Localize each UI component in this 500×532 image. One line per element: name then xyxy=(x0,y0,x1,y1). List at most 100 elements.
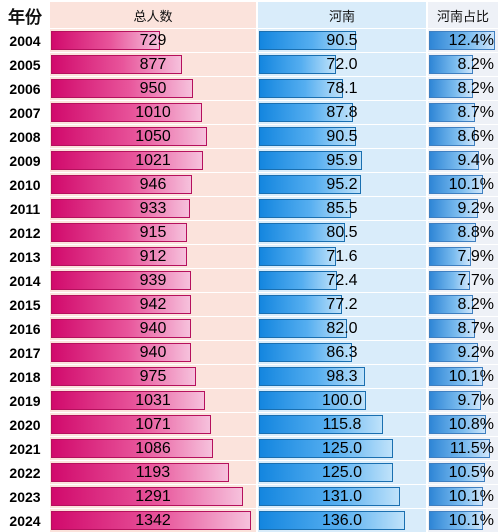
henan-label: 95.9 xyxy=(326,152,358,169)
year-cell: 2016 xyxy=(2,317,48,340)
henan-bar xyxy=(259,55,336,74)
share-label: 9.2% xyxy=(457,200,494,217)
henan-bar xyxy=(259,463,393,482)
share-label: 7.7% xyxy=(457,272,494,289)
share-label: 8.2% xyxy=(457,80,494,97)
henan-label: 80.5 xyxy=(326,224,358,241)
table-row: 2014 939 72.4 7.7% xyxy=(2,269,498,292)
table-row: 2024 1342 136.0 10.1% xyxy=(2,509,498,532)
total-bar xyxy=(51,127,207,146)
table-row: 2017 940 86.3 9.2% xyxy=(2,341,498,364)
henan-label: 125.0 xyxy=(321,464,363,481)
henan-bar xyxy=(259,271,337,290)
year-cell: 2023 xyxy=(2,485,48,508)
year-cell: 2020 xyxy=(2,413,48,436)
total-bar xyxy=(51,343,191,362)
total-label: 1021 xyxy=(135,152,171,169)
henan-bar xyxy=(259,247,336,266)
henan-bar xyxy=(259,103,353,122)
henan-bar xyxy=(259,319,347,338)
year-cell: 2017 xyxy=(2,341,48,364)
total-bar xyxy=(51,247,187,266)
share-label: 8.7% xyxy=(457,320,494,337)
total-label: 877 xyxy=(139,56,167,73)
year-cell: 2014 xyxy=(2,269,48,292)
total-label: 1031 xyxy=(135,392,171,409)
table-row: 2018 975 98.3 10.1% xyxy=(2,365,498,388)
henan-label: 136.0 xyxy=(321,512,363,529)
share-label: 7.9% xyxy=(457,248,494,265)
share-bar xyxy=(429,463,485,482)
total-bar xyxy=(51,103,202,122)
henan-bar xyxy=(259,127,356,146)
share-bar xyxy=(429,223,476,242)
henan-label: 90.5 xyxy=(326,128,358,145)
total-label: 1342 xyxy=(135,512,171,529)
table-row: 2019 1031 100.0 9.7% xyxy=(2,389,498,412)
table-row: 2007 1010 87.8 8.7% xyxy=(2,101,498,124)
total-bar xyxy=(51,415,211,434)
share-bar xyxy=(429,319,475,338)
year-cell: 2004 xyxy=(2,29,48,52)
henan-label: 82.0 xyxy=(326,320,358,337)
table-row: 2009 1021 95.9 9.4% xyxy=(2,149,498,172)
total-bar xyxy=(51,295,191,314)
henan-label: 131.0 xyxy=(321,488,363,505)
year-cell: 2006 xyxy=(2,77,48,100)
total-label: 975 xyxy=(139,368,167,385)
year-cell: 2005 xyxy=(2,53,48,76)
share-bar xyxy=(429,391,481,410)
total-bar xyxy=(51,439,213,458)
henan-bar xyxy=(259,343,352,362)
total-label: 1071 xyxy=(135,416,171,433)
share-bar xyxy=(429,55,473,74)
share-label: 10.1% xyxy=(448,488,494,505)
header-total: 总人数 xyxy=(50,2,256,28)
share-bar xyxy=(429,79,473,98)
share-label: 9.7% xyxy=(457,392,494,409)
share-label: 10.1% xyxy=(448,512,494,529)
share-bar xyxy=(429,127,475,146)
share-label: 8.2% xyxy=(457,296,494,313)
header-year: 年份 xyxy=(2,2,48,28)
share-label: 10.1% xyxy=(448,176,494,193)
share-bar xyxy=(429,247,471,266)
total-bar xyxy=(51,151,203,170)
table-row: 2016 940 82.0 8.7% xyxy=(2,317,498,340)
table-row: 2015 942 77.2 8.2% xyxy=(2,293,498,316)
share-label: 8.2% xyxy=(457,56,494,73)
henan-label: 87.8 xyxy=(326,104,358,121)
share-label: 9.2% xyxy=(457,344,494,361)
total-label: 1086 xyxy=(135,440,171,457)
henan-label: 77.2 xyxy=(326,296,358,313)
table-row: 2006 950 78.1 8.2% xyxy=(2,77,498,100)
henan-bar xyxy=(259,175,361,194)
henan-bar xyxy=(259,295,342,314)
total-bar xyxy=(51,463,229,482)
total-bar xyxy=(51,31,160,50)
total-bar xyxy=(51,79,193,98)
share-label: 10.5% xyxy=(448,464,494,481)
table-row: 2013 912 71.6 7.9% xyxy=(2,245,498,268)
henan-label: 85.5 xyxy=(326,200,358,217)
share-bar xyxy=(429,271,470,290)
total-label: 912 xyxy=(139,248,167,265)
year-cell: 2008 xyxy=(2,125,48,148)
share-label: 8.7% xyxy=(457,104,494,121)
table-row: 2011 933 85.5 9.2% xyxy=(2,197,498,220)
share-bar xyxy=(429,199,478,218)
table-row: 2022 1193 125.0 10.5% xyxy=(2,461,498,484)
total-label: 939 xyxy=(139,272,167,289)
total-label: 933 xyxy=(139,200,167,217)
share-bar xyxy=(429,151,479,170)
total-bar xyxy=(51,319,191,338)
henan-label: 115.8 xyxy=(322,416,362,433)
total-label: 940 xyxy=(139,320,167,337)
total-label: 729 xyxy=(139,32,167,49)
share-bar xyxy=(429,415,486,434)
henan-label: 98.3 xyxy=(326,368,358,385)
total-bar xyxy=(51,271,191,290)
year-cell: 2007 xyxy=(2,101,48,124)
henan-label: 78.1 xyxy=(326,80,358,97)
henan-label: 100.0 xyxy=(321,392,363,409)
